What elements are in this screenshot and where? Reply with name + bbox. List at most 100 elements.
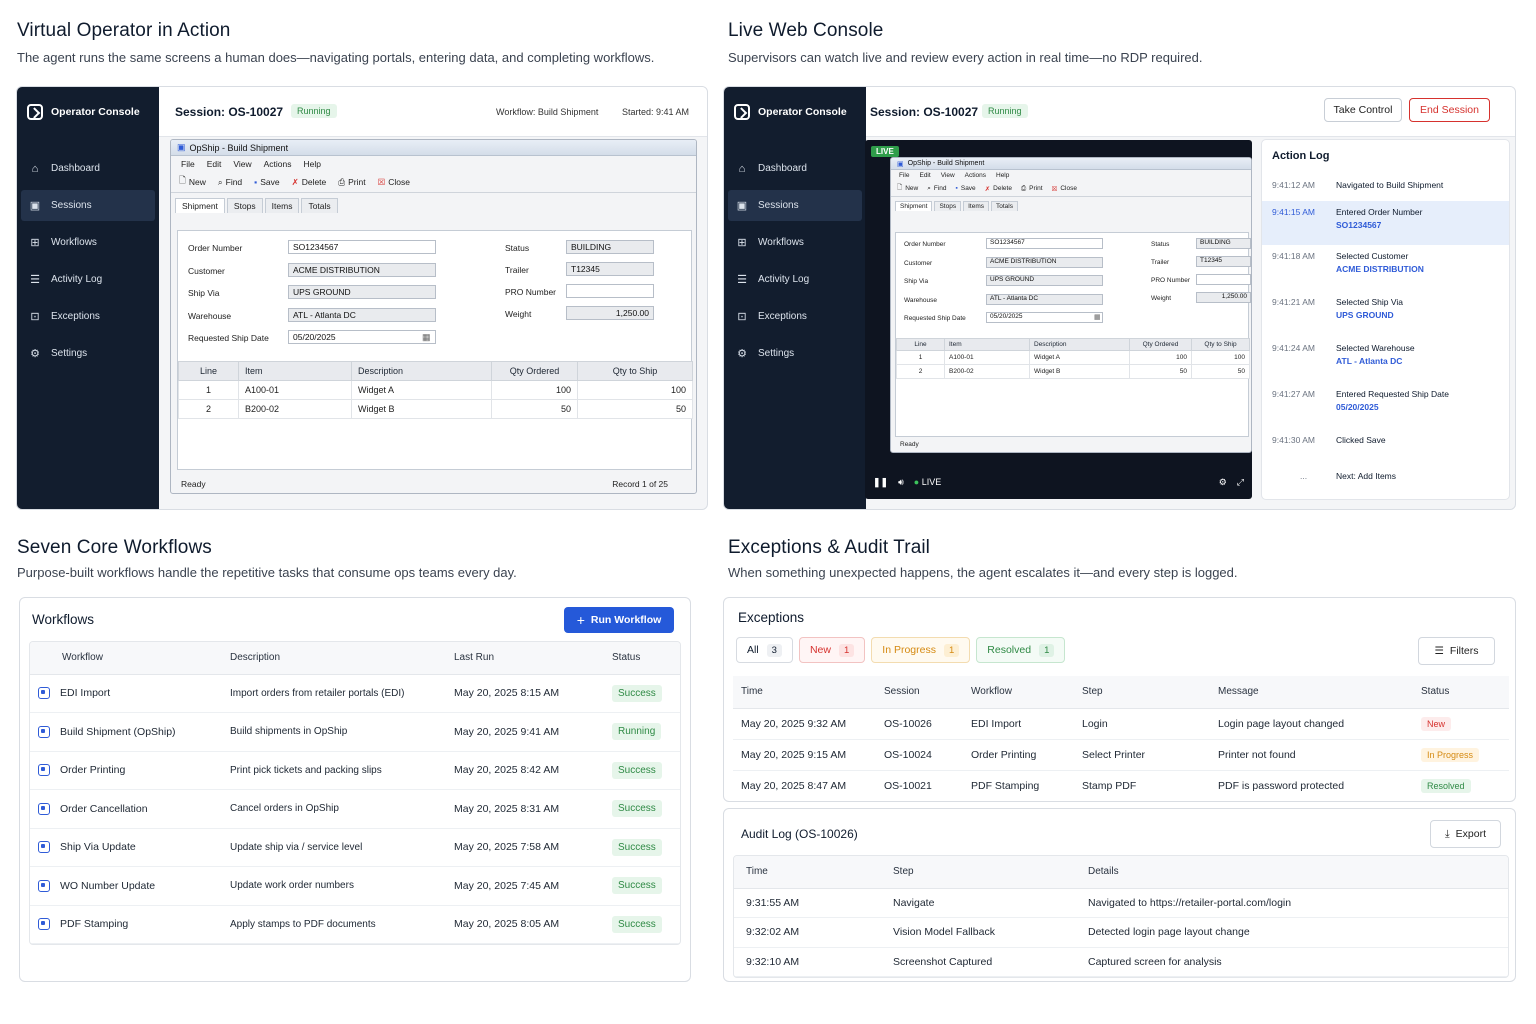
order-number-field[interactable]: SO1234567: [288, 240, 436, 254]
tab-items: Items: [963, 201, 989, 211]
filter-new[interactable]: New 1: [798, 637, 866, 663]
requested-date-field[interactable]: 05/20/2025: [288, 330, 436, 344]
sidebar-item-exceptions[interactable]: ⊡ Exceptions: [728, 301, 862, 332]
trailer-field[interactable]: T12345: [566, 262, 654, 276]
table-row[interactable]: May 20, 2025 8:47 AM OS-10021 PDF Stamping…: [733, 770, 1509, 801]
sidebar-item-dashboard[interactable]: ⌂ Dashboard: [728, 153, 862, 184]
menu-view: View: [940, 172, 955, 179]
menu-edit[interactable]: Edit: [206, 159, 222, 169]
workflow-icon: ⊞: [30, 237, 40, 249]
menu-help: Help: [996, 172, 1010, 179]
workflow-description: Cancel orders in OpShip: [222, 789, 446, 829]
menu-view[interactable]: View: [233, 159, 252, 169]
brand[interactable]: Operator Console: [724, 87, 866, 137]
volume-icon[interactable]: 🔊︎: [898, 476, 904, 487]
log-entry[interactable]: 9:41:15 AM Entered Order Number SO1234567: [1262, 201, 1509, 245]
menu-actions[interactable]: Actions: [263, 159, 292, 169]
shipment-form: Order Number SO1234567 Customer ACME DIS…: [895, 232, 1251, 437]
brand-label: Operator Console: [51, 106, 140, 118]
tab-shipment: Shipment: [895, 201, 933, 211]
col-header-time: Time: [733, 676, 876, 709]
sidebar-item-activity-log[interactable]: ☰ Activity Log: [21, 264, 155, 295]
close-button[interactable]: ☒ Close: [378, 175, 410, 189]
tab-items[interactable]: Items: [264, 198, 300, 213]
workflow-last-run: May 20, 2025 8:42 AM: [446, 751, 604, 790]
sidebar-item-workflows[interactable]: ⊞ Workflows: [21, 227, 155, 258]
end-session-button[interactable]: End Session: [1409, 98, 1490, 122]
table-row[interactable]: WO Number Update Update work order number…: [30, 866, 680, 906]
close-button: ☒ Close: [1052, 183, 1077, 194]
brand[interactable]: Operator Console: [17, 87, 159, 137]
audit-log-title: Audit Log (OS-10026): [741, 827, 858, 841]
table-row[interactable]: Order Printing Print pick tickets and pac…: [30, 751, 680, 790]
warehouse-field[interactable]: ATL - Atlanta DC: [288, 308, 436, 322]
menu-help[interactable]: Help: [303, 159, 321, 169]
log-entry[interactable]: 9:41:24 AM Selected Warehouse ATL - Atlant…: [1262, 337, 1509, 383]
take-control-button[interactable]: Take Control: [1324, 98, 1402, 122]
session-title: Session: OS-10027: [175, 105, 284, 119]
sidebar-item-activity-log[interactable]: ☰ Activity Log: [728, 264, 862, 295]
fullscreen-icon[interactable]: ⤢: [1236, 476, 1244, 487]
run-workflow-button[interactable]: + Run Workflow: [564, 607, 674, 633]
delete-icon: ✗: [291, 176, 299, 187]
sidebar-item-workflows[interactable]: ⊞ Workflows: [728, 227, 862, 258]
sidebar-item-settings[interactable]: ⚙ Settings: [21, 338, 155, 369]
log-entry[interactable]: 9:41:27 AM Entered Requested Ship Date 05/…: [1262, 383, 1509, 429]
sidebar-item-sessions[interactable]: ▣ Sessions: [728, 190, 862, 221]
new-button[interactable]: 🗋 New: [179, 175, 206, 189]
pro-number-field[interactable]: [566, 284, 654, 298]
tab-totals[interactable]: Totals: [301, 198, 338, 213]
sidebar-item-exceptions[interactable]: ⊡ Exceptions: [21, 301, 155, 332]
table-row[interactable]: 9:31:55 AM Navigate Navigated to https://r…: [734, 888, 1508, 918]
table-row[interactable]: EDI Import Import orders from retailer po…: [30, 674, 680, 713]
table-row[interactable]: 9:32:02 AM Vision Model Fallback Detected …: [734, 917, 1508, 948]
log-entry: ... Next: Add Items: [1262, 465, 1509, 495]
table-row[interactable]: Order Cancellation Cancel orders in OpShi…: [30, 789, 680, 829]
filters-label: Filters: [1449, 645, 1479, 657]
pause-icon[interactable]: ❚❚: [873, 476, 889, 487]
status-field: BUILDING: [1196, 238, 1251, 249]
table-row[interactable]: May 20, 2025 9:32 AM OS-10026 EDI Import Lo…: [733, 708, 1509, 740]
log-entry[interactable]: 9:41:18 AM Selected Customer ACME DISTRIBU…: [1262, 245, 1509, 291]
menu-file[interactable]: File: [181, 159, 195, 169]
grid-header-qty-ordered: Qty Ordered: [491, 361, 578, 381]
table-row[interactable]: Ship Via Update Update ship via / service…: [30, 828, 680, 867]
filter-all[interactable]: All 3: [736, 637, 793, 663]
tab-stops[interactable]: Stops: [226, 198, 263, 213]
weight-field[interactable]: 1,250.00: [566, 306, 654, 320]
table-row[interactable]: 1 A100-01 Widget A 100 100: [178, 380, 693, 400]
log-entry[interactable]: 9:41:30 AM Clicked Save: [1262, 429, 1509, 465]
toolbar: 🗋 New ⌕ Find ▪ Save ✗ Delete ⎙ Print ☒ Close: [891, 181, 1251, 197]
table-row[interactable]: PDF Stamping Apply stamps to PDF document…: [30, 905, 680, 944]
log-entry[interactable]: 9:41:21 AM Selected Ship Via UPS GROUND: [1262, 291, 1509, 337]
sidebar-item-sessions[interactable]: ▣ Sessions: [21, 190, 155, 221]
filter-in-progress[interactable]: In Progress 1: [871, 637, 971, 663]
log-entry[interactable]: 9:41:12 AM Navigated to Build Shipment: [1262, 175, 1509, 201]
customer-field[interactable]: ACME DISTRIBUTION: [288, 263, 436, 277]
table-row[interactable]: 2 B200-02 Widget B 50 50: [178, 399, 693, 419]
sidebar-item-settings[interactable]: ⚙ Settings: [728, 338, 862, 369]
exception-time: May 20, 2025 9:15 AM: [733, 739, 876, 771]
print-button[interactable]: ⎙ Print: [338, 175, 365, 189]
calendar-icon[interactable]: ▦: [422, 332, 431, 342]
export-button[interactable]: ⤓ Export: [1430, 820, 1501, 848]
table-row[interactable]: Build Shipment (OpShip) Build shipments i…: [30, 712, 680, 752]
audit-time: 9:31:55 AM: [734, 888, 885, 918]
filter-resolved[interactable]: Resolved 1: [976, 637, 1066, 663]
items-grid: Line Item Description Qty Ordered Qty to…: [896, 338, 1250, 379]
table-row[interactable]: May 20, 2025 9:15 AM OS-10024 Order Printi…: [733, 739, 1509, 771]
save-button[interactable]: ▪ Save: [254, 175, 279, 189]
filters-button[interactable]: ☰ Filters: [1418, 637, 1495, 665]
workflow-icon: [38, 725, 50, 738]
live-video-player[interactable]: LIVE ▣ OpShip - Build Shipment File Edit Vi…: [865, 140, 1252, 499]
table-row[interactable]: 9:32:10 AM Screenshot Captured Captured sc…: [734, 947, 1508, 977]
find-button[interactable]: ⌕ Find: [218, 175, 242, 189]
delete-button[interactable]: ✗ Delete: [292, 175, 327, 189]
workflow-icon: [38, 879, 50, 892]
tab-shipment[interactable]: Shipment: [175, 198, 225, 213]
ship-via-field[interactable]: UPS GROUND: [288, 285, 436, 299]
status-badge: Running: [982, 104, 1028, 118]
gear-icon[interactable]: ⚙: [1218, 476, 1227, 487]
sidebar-item-dashboard[interactable]: ⌂ Dashboard: [21, 153, 155, 184]
new-button: 🗋 New: [897, 183, 918, 194]
